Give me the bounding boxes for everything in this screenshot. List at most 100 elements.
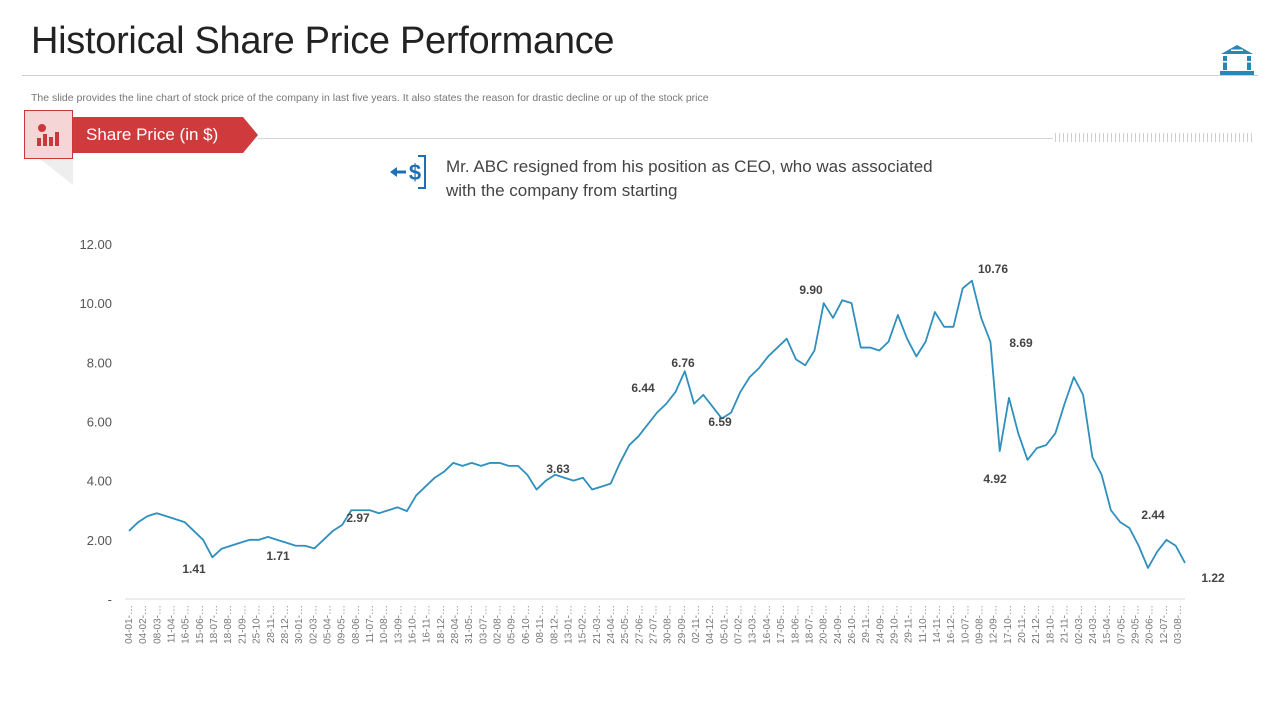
svg-text:$: $ — [409, 160, 421, 185]
x-tick-label: 27-07-… — [649, 605, 660, 644]
data-label: 2.44 — [1141, 508, 1165, 522]
x-tick-label: 21-03-… — [592, 605, 603, 644]
dollar-arrow-out-icon: $ — [390, 155, 426, 189]
x-tick-label: 02-08-… — [493, 605, 504, 644]
x-tick-label: 12-09-… — [989, 605, 1000, 644]
x-tick-label: 30-08-… — [663, 605, 674, 644]
x-tick-label: 04-01-… — [124, 605, 135, 644]
price-line — [128, 279, 1186, 569]
x-tick-label: 28-04-… — [450, 605, 461, 644]
x-tick-label: 11-07-… — [365, 605, 376, 643]
x-tick-label: 29-09-… — [677, 605, 688, 644]
x-tick-label: 03-08-… — [1173, 605, 1184, 644]
y-tick-label: 2.00 — [87, 533, 112, 548]
x-tick-label: 05-01-… — [719, 605, 730, 644]
x-tick-label: 11-10-… — [918, 605, 929, 643]
data-label: 4.92 — [983, 472, 1007, 486]
x-tick-label: 14-11-… — [932, 605, 943, 643]
page-subtitle: The slide provides the line chart of sto… — [31, 92, 709, 104]
bar-chart-dollar-icon — [37, 124, 59, 146]
x-tick-label: 27-06-… — [634, 605, 645, 644]
x-tick-label: 18-07-… — [209, 605, 220, 644]
x-tick-label: 16-05-… — [181, 605, 192, 644]
x-tick-label: 17-10-… — [1003, 605, 1014, 644]
x-tick-label: 08-06-… — [351, 605, 362, 644]
x-tick-label: 18-08-… — [223, 605, 234, 644]
title-divider — [22, 75, 1258, 76]
data-label: 3.63 — [546, 462, 570, 476]
x-tick-label: 13-09-… — [393, 605, 404, 644]
page-title: Historical Share Price Performance — [31, 20, 615, 62]
x-tick-label: 07-05-… — [1116, 605, 1127, 644]
x-tick-label: 15-04-… — [1102, 605, 1113, 644]
data-label: 6.59 — [708, 415, 732, 429]
x-tick-label: 15-02-… — [578, 605, 589, 644]
data-label: 6.44 — [631, 381, 655, 395]
y-tick-label: 6.00 — [87, 415, 112, 430]
x-tick-label: 28-11-… — [266, 605, 277, 643]
x-tick-label: 29-05-… — [1130, 605, 1141, 644]
x-tick-label: 18-10-… — [1045, 605, 1056, 644]
x-tick-label: 28-12-… — [280, 605, 291, 644]
y-tick-label: 10.00 — [79, 296, 112, 311]
x-tick-label: 29-11-… — [904, 605, 915, 643]
section-hatch — [1055, 133, 1255, 142]
x-tick-label: 21-09-… — [237, 605, 248, 644]
y-tick-label: 12.00 — [79, 237, 112, 252]
x-tick-label: 13-03-… — [748, 605, 759, 644]
x-tick-label: 16-12-… — [946, 605, 957, 644]
x-tick-label: 21-12-… — [1031, 605, 1042, 644]
x-tick-label: 12-07-… — [1159, 605, 1170, 644]
data-label: 10.76 — [978, 262, 1008, 276]
x-tick-label: 17-05-… — [776, 605, 787, 644]
x-tick-label: 02-03-… — [1074, 605, 1085, 644]
x-tick-label: 11-04-… — [167, 605, 178, 643]
data-label: 9.90 — [799, 283, 823, 297]
section-ribbon — [73, 117, 258, 153]
callout-line-2: with the company from starting — [446, 181, 678, 200]
data-label: 1.41 — [182, 562, 206, 576]
x-tick-label: 16-04-… — [762, 605, 773, 644]
data-label: 6.76 — [671, 356, 695, 370]
x-tick-label: 10-08-… — [379, 605, 390, 644]
x-tick-label: 20-08-… — [819, 605, 830, 644]
data-label: 8.69 — [1009, 336, 1033, 350]
data-label: 2.97 — [346, 511, 370, 525]
callout-line-1: Mr. ABC resigned from his position as CE… — [446, 157, 933, 176]
x-tick-label: 13-01-… — [563, 605, 574, 644]
x-tick-label: 24-03-… — [1088, 605, 1099, 644]
x-tick-label: 04-02-… — [138, 605, 149, 644]
x-tick-label: 02-11-… — [691, 605, 702, 643]
x-tick-label: 16-10-… — [408, 605, 419, 644]
x-tick-label: 15-06-… — [195, 605, 206, 644]
x-tick-label: 31-05-… — [464, 605, 475, 644]
x-tick-label: 29-11-… — [861, 605, 872, 643]
x-tick-label: 29-10-… — [889, 605, 900, 644]
x-tick-label: 18-12-… — [436, 605, 447, 644]
x-tick-label: 26-10-… — [847, 605, 858, 644]
x-tick-label: 07-02-… — [734, 605, 745, 644]
callout-text: Mr. ABC resigned from his position as CE… — [446, 155, 1006, 203]
data-label: 1.22 — [1201, 571, 1225, 585]
x-tick-label: 09-05-… — [337, 605, 348, 644]
x-tick-label: 16-11-… — [422, 605, 433, 643]
x-tick-label: 02-03-… — [308, 605, 319, 644]
x-tick-label: 25-05-… — [620, 605, 631, 644]
x-tick-label: 24-04-… — [606, 605, 617, 644]
badge-shadow — [40, 159, 73, 185]
x-tick-label: 24-09-… — [875, 605, 886, 644]
bank-icon — [1220, 45, 1254, 75]
x-tick-label: 06-10-… — [521, 605, 532, 644]
y-tick-label: 4.00 — [87, 474, 112, 489]
x-tick-label: 10-07-… — [960, 605, 971, 644]
data-label: 1.71 — [266, 549, 290, 563]
x-tick-label: 25-10-… — [252, 605, 263, 644]
x-tick-label: 18-06-… — [790, 605, 801, 644]
x-tick-label: 05-09-… — [507, 605, 518, 644]
x-tick-label: 05-04-… — [322, 605, 333, 644]
x-tick-label: 18-07-… — [804, 605, 815, 644]
x-tick-label: 08-12-… — [549, 605, 560, 644]
x-tick-label: 30-01-… — [294, 605, 305, 644]
section-divider — [258, 138, 1053, 139]
